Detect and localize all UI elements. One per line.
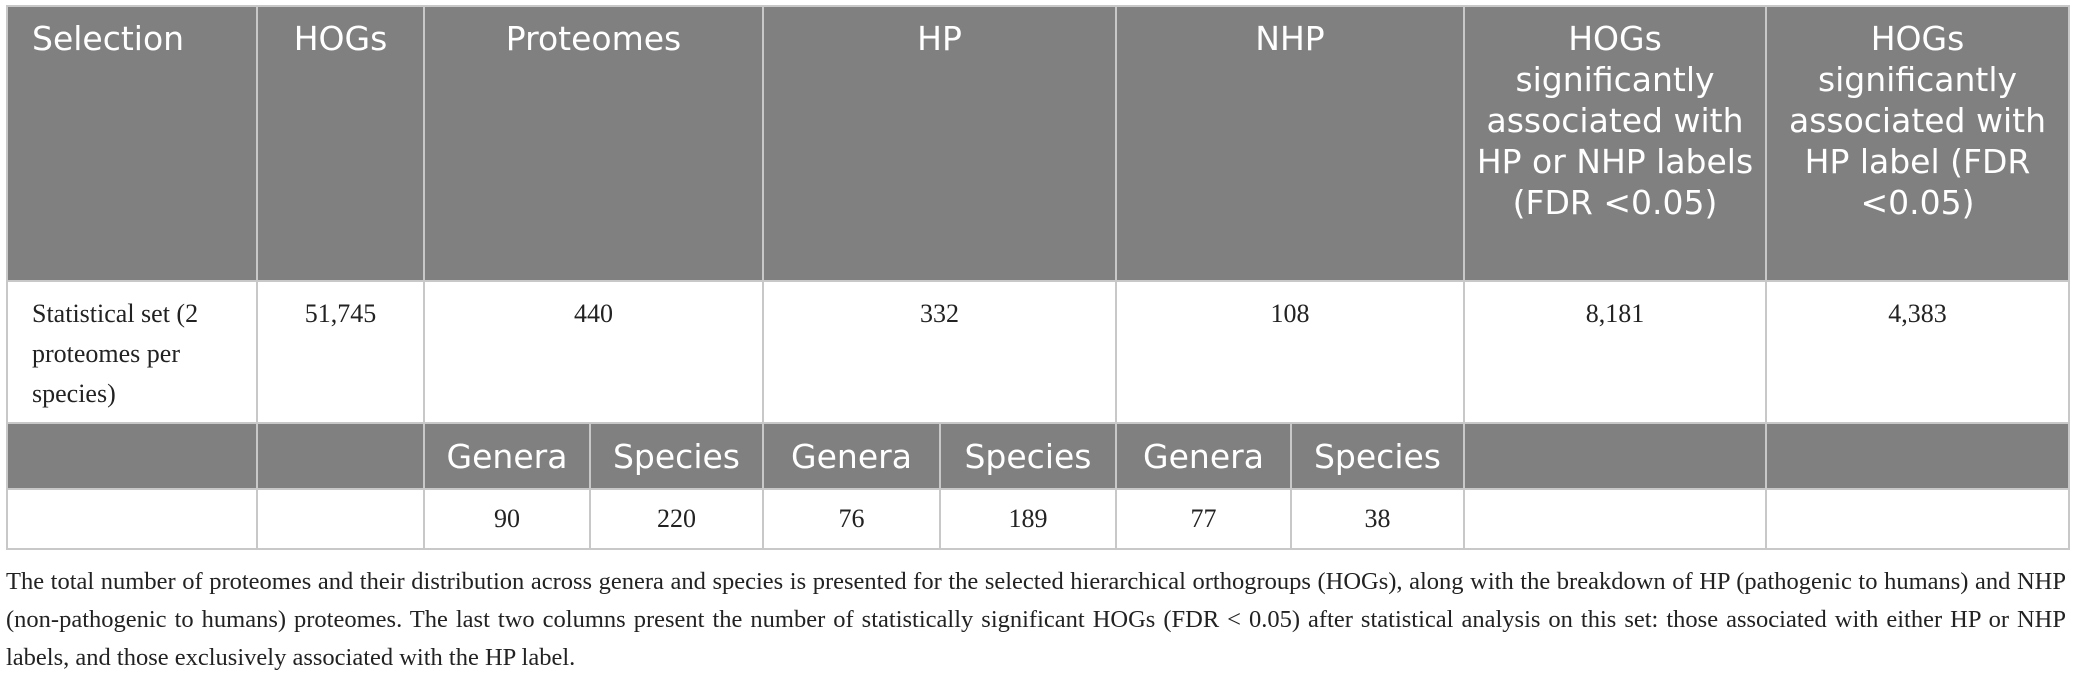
subcell-empty-3 bbox=[1463, 488, 1767, 550]
cell-hp: 332 bbox=[762, 280, 1117, 424]
subcell-proteomes-genera: 90 bbox=[423, 488, 591, 550]
subcell-hp-species: 189 bbox=[939, 488, 1117, 550]
cell-hogs-hp: 4,383 bbox=[1765, 280, 2070, 424]
subheader-hp-species: Species bbox=[939, 422, 1117, 490]
table-row: Statistical set (2 proteomes per species… bbox=[6, 280, 2070, 424]
header-hogs-hp-or-nhp: HOGs significantly associated with HP or… bbox=[1463, 5, 1767, 282]
subheader-hp-genera: Genera bbox=[762, 422, 941, 490]
subcell-empty-2 bbox=[256, 488, 425, 550]
header-proteomes: Proteomes bbox=[423, 5, 764, 282]
header-hp: HP bbox=[762, 5, 1117, 282]
cell-hogs-hp-or-nhp: 8,181 bbox=[1463, 280, 1767, 424]
subheader-empty-4 bbox=[1765, 422, 2070, 490]
subheader-nhp-genera: Genera bbox=[1115, 422, 1292, 490]
header-hogs-hp: HOGs significantly associated with HP la… bbox=[1765, 5, 2070, 282]
cell-nhp: 108 bbox=[1115, 280, 1465, 424]
subheader-nhp-species: Species bbox=[1290, 422, 1465, 490]
subcell-empty-1 bbox=[6, 488, 258, 550]
header-hogs: HOGs bbox=[256, 5, 425, 282]
subheader-empty-3 bbox=[1463, 422, 1767, 490]
subcell-proteomes-species: 220 bbox=[589, 488, 764, 550]
table-row: 90 220 76 189 77 38 bbox=[6, 488, 2070, 550]
table-caption: The total number of proteomes and their … bbox=[6, 568, 2066, 671]
subcell-nhp-genera: 77 bbox=[1115, 488, 1292, 550]
subheader-proteomes-genera: Genera bbox=[423, 422, 591, 490]
table-header-row: Selection HOGs Proteomes HP NHP HOGs sig… bbox=[6, 5, 2070, 282]
cell-selection: Statistical set (2 proteomes per species… bbox=[6, 280, 258, 424]
subheader-empty-2 bbox=[256, 422, 425, 490]
subheader-proteomes-species: Species bbox=[589, 422, 764, 490]
header-selection: Selection bbox=[6, 5, 258, 282]
subcell-empty-4 bbox=[1765, 488, 2070, 550]
subcell-nhp-species: 38 bbox=[1290, 488, 1465, 550]
subheader-empty-1 bbox=[6, 422, 258, 490]
subcell-hp-genera: 76 bbox=[762, 488, 941, 550]
table-subheader-row: Genera Species Genera Species Genera Spe… bbox=[6, 422, 2070, 490]
header-nhp: NHP bbox=[1115, 5, 1465, 282]
results-table: Selection HOGs Proteomes HP NHP HOGs sig… bbox=[6, 5, 2070, 550]
cell-proteomes: 440 bbox=[423, 280, 764, 424]
cell-hogs: 51,745 bbox=[256, 280, 425, 424]
